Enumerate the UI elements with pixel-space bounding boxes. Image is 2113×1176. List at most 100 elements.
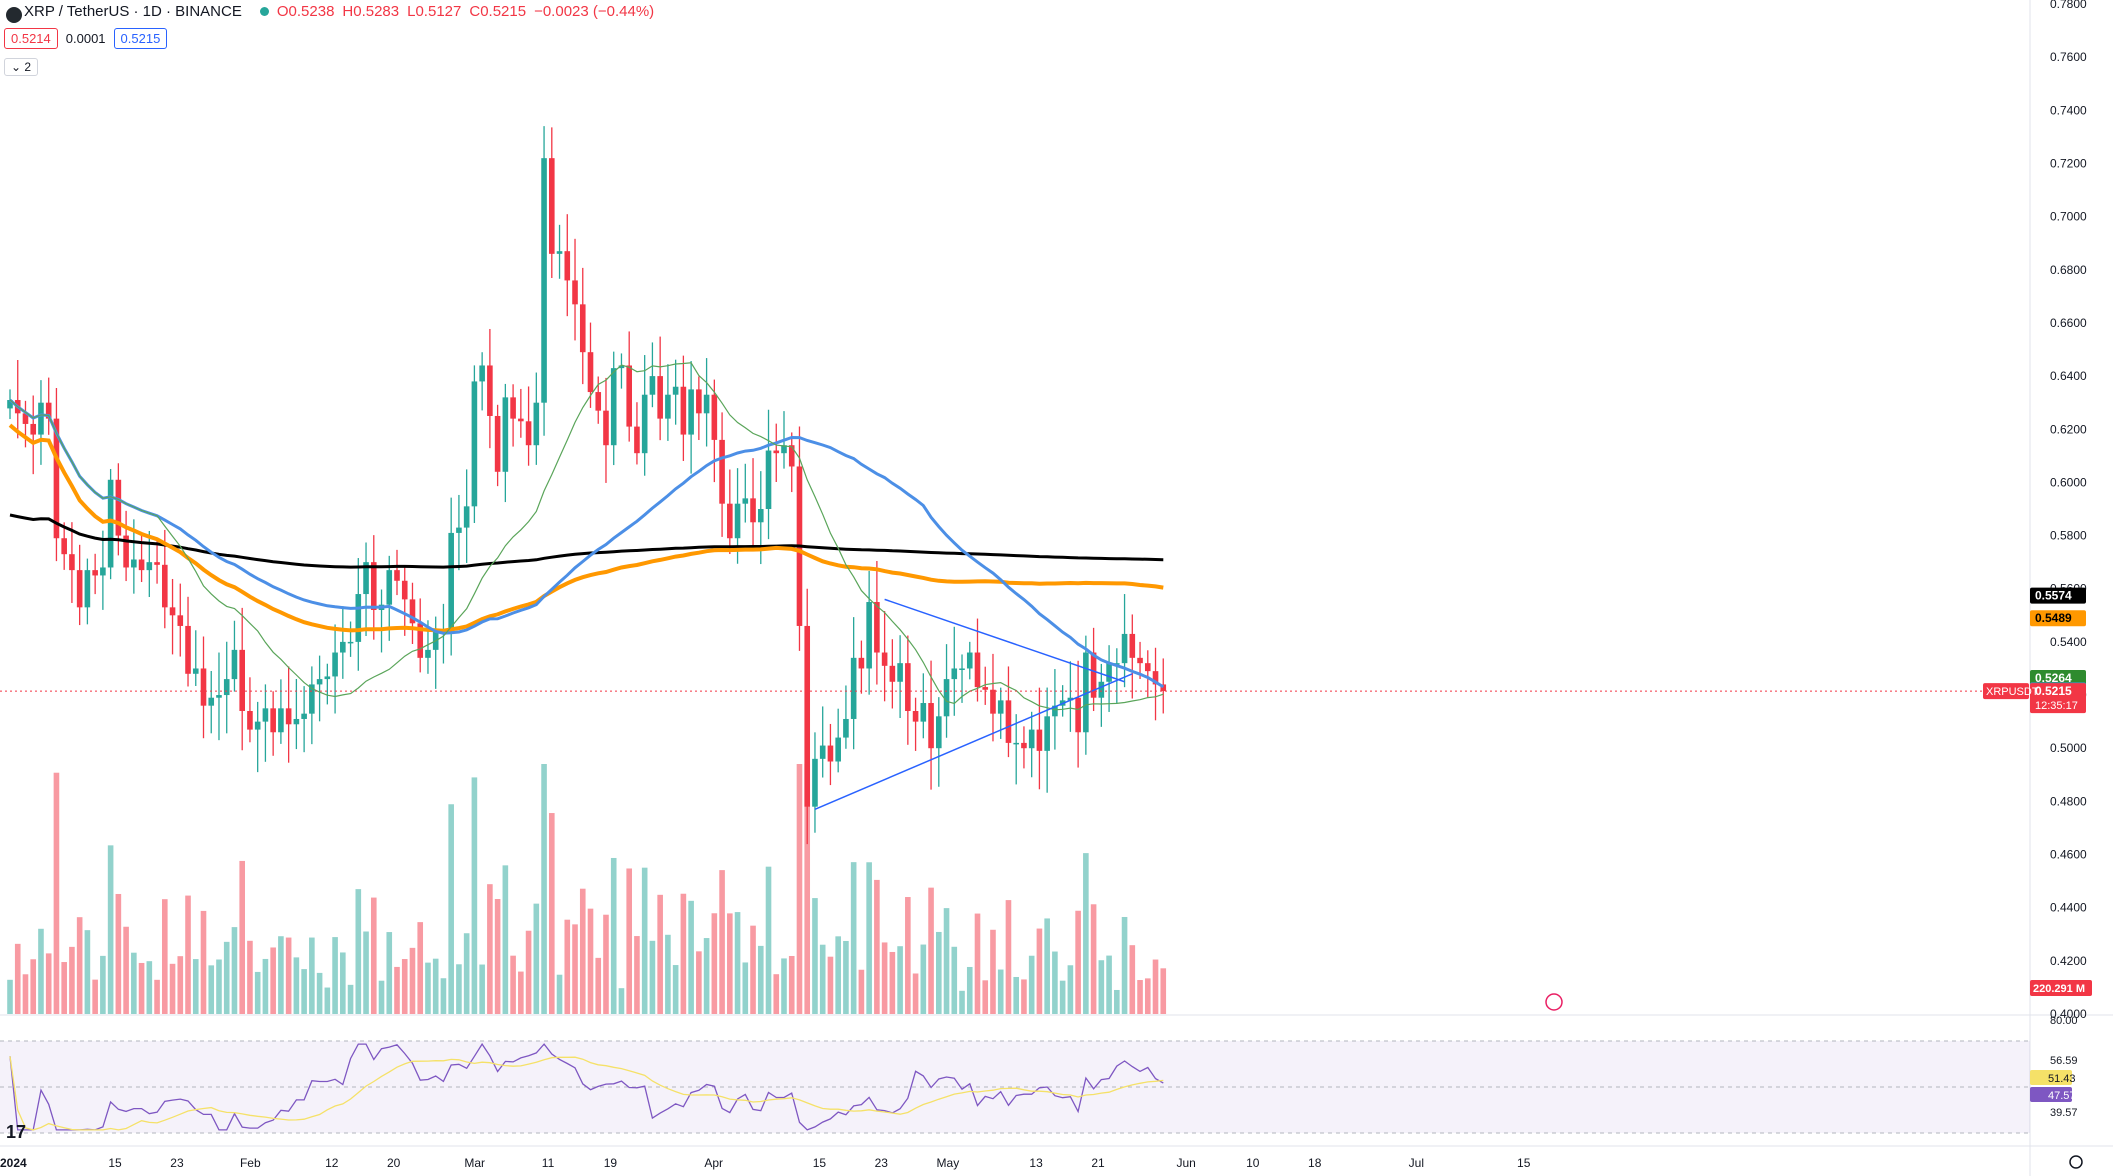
volume-bar bbox=[463, 933, 470, 1014]
volume-bar bbox=[966, 966, 973, 1014]
time-tick-label: Jul bbox=[1409, 1156, 1424, 1170]
candle-body bbox=[69, 554, 75, 571]
price-tick-label: 0.7400 bbox=[2050, 103, 2087, 117]
sma-black-value: 0.5574 bbox=[2035, 589, 2072, 603]
candle-body bbox=[843, 718, 849, 738]
volume-bar bbox=[858, 969, 865, 1014]
time-tick-label: 15 bbox=[813, 1156, 827, 1170]
sell-button[interactable]: 0.5214 bbox=[4, 28, 58, 49]
candle-body bbox=[316, 679, 323, 685]
volume-bar bbox=[819, 944, 826, 1014]
volume-bar bbox=[347, 984, 354, 1014]
volume-bar bbox=[316, 972, 323, 1014]
volume-bar bbox=[742, 962, 749, 1014]
candle-body bbox=[905, 663, 911, 711]
candle-body bbox=[340, 641, 346, 653]
candle-body bbox=[61, 538, 67, 555]
volume-bar bbox=[363, 931, 369, 1014]
symbol-title[interactable]: XRP / TetherUS · 1D · BINANCE bbox=[24, 3, 242, 20]
candle-body bbox=[618, 365, 625, 369]
candle-body bbox=[889, 665, 896, 682]
volume-bar bbox=[247, 940, 253, 1014]
candle-body bbox=[1044, 716, 1050, 751]
volume-bar bbox=[1137, 980, 1143, 1014]
candle-body bbox=[123, 535, 129, 568]
rsi-value: 47.57 bbox=[2048, 1090, 2076, 1102]
candle-body bbox=[386, 570, 393, 605]
ohlc-high: H0.5283 bbox=[342, 3, 400, 20]
candle-body bbox=[185, 625, 191, 674]
volume-bar bbox=[456, 964, 462, 1014]
volume-bar bbox=[1036, 928, 1043, 1014]
volume-bar bbox=[270, 947, 276, 1014]
volume-bar bbox=[788, 955, 795, 1014]
volume-bar bbox=[634, 936, 640, 1014]
time-tick-label: May bbox=[937, 1156, 960, 1170]
rsi-ma-value-bg bbox=[2030, 1070, 2072, 1085]
time-tick-label: 10 bbox=[1246, 1156, 1260, 1170]
candle-body bbox=[781, 445, 787, 454]
volume-bar bbox=[1067, 965, 1074, 1014]
candle-body bbox=[1121, 633, 1128, 664]
sma-black-value-bg bbox=[2030, 587, 2086, 604]
candle-body bbox=[541, 158, 547, 403]
candle-body bbox=[719, 439, 725, 504]
sma-orange-value: 0.5489 bbox=[2035, 611, 2072, 625]
candle-body bbox=[696, 389, 702, 414]
candle-body bbox=[1137, 657, 1143, 664]
volume-bar bbox=[440, 978, 447, 1014]
candle-body bbox=[324, 676, 331, 680]
candle-body bbox=[1144, 663, 1151, 672]
volume-bar bbox=[920, 944, 927, 1014]
volume-bar bbox=[812, 898, 818, 1014]
volume-bar bbox=[1129, 945, 1136, 1014]
volume-bar bbox=[626, 868, 632, 1014]
volume-bar bbox=[1106, 955, 1112, 1014]
candle-body bbox=[107, 479, 114, 568]
volume-bar bbox=[827, 956, 834, 1014]
candle-body bbox=[262, 708, 269, 722]
time-tick-label: 19 bbox=[604, 1156, 618, 1170]
rsi-axis-label: 80.00 bbox=[2050, 1015, 2078, 1027]
candle-body bbox=[750, 498, 756, 523]
candle-body bbox=[959, 668, 965, 670]
spread-value: 0.0001 bbox=[65, 31, 106, 46]
volume-bar bbox=[324, 987, 331, 1014]
candle-body bbox=[487, 365, 493, 416]
candle-body bbox=[138, 559, 145, 571]
candle-body bbox=[525, 421, 532, 446]
volume-bar bbox=[549, 813, 555, 1014]
candle-body bbox=[45, 402, 52, 419]
candle-body bbox=[579, 304, 586, 353]
volume-bar bbox=[649, 940, 656, 1014]
candle-body bbox=[858, 657, 865, 669]
volume-group bbox=[7, 764, 1167, 1014]
volume-bar bbox=[479, 964, 485, 1014]
sma-green-value-bg bbox=[2030, 670, 2086, 687]
price-tick-label: 0.5800 bbox=[2050, 529, 2087, 543]
volume-bar bbox=[1160, 968, 1167, 1014]
ohlc-close: C0.5215 bbox=[469, 3, 527, 20]
volume-bar bbox=[719, 870, 725, 1014]
volume-bar bbox=[587, 908, 594, 1014]
volume-bar bbox=[401, 959, 408, 1014]
rsi-line bbox=[9, 1042, 1164, 1131]
volume-bar bbox=[216, 959, 222, 1014]
price-tick-label: 0.6600 bbox=[2050, 316, 2087, 330]
volume-bar bbox=[990, 929, 996, 1014]
price-tick-label: 0.6200 bbox=[2050, 422, 2087, 436]
buy-button[interactable]: 0.5215 bbox=[113, 28, 168, 49]
indicators-toggle[interactable]: ⌄ 2 bbox=[4, 58, 39, 76]
time-tick-label: 15 bbox=[108, 1156, 122, 1170]
candle-body bbox=[401, 580, 408, 600]
candle-body bbox=[982, 687, 989, 690]
volume-bar bbox=[843, 940, 849, 1014]
volume-bar bbox=[618, 988, 625, 1014]
volume-bar bbox=[595, 957, 602, 1014]
volume-bar bbox=[1075, 910, 1081, 1014]
xrp-logo-icon bbox=[6, 7, 22, 23]
volume-bar bbox=[115, 893, 122, 1014]
price-tick-label: 0.6800 bbox=[2050, 263, 2087, 277]
candle-body bbox=[641, 394, 648, 454]
